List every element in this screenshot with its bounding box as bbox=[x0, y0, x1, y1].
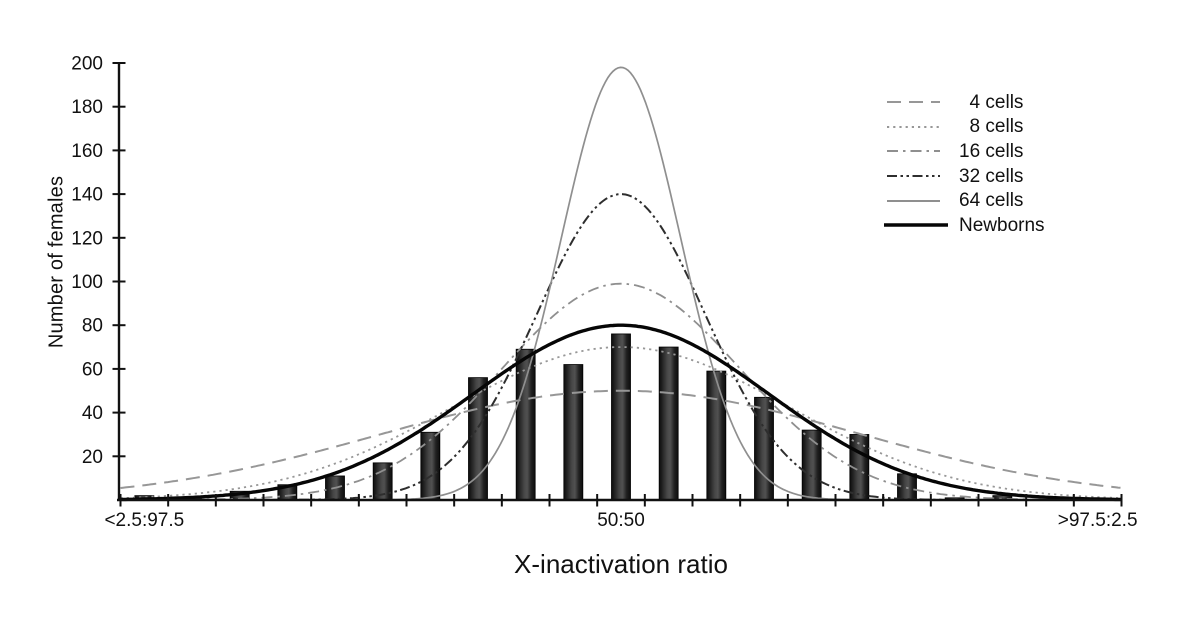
legend-line-sample bbox=[887, 101, 940, 104]
legend-line-sample bbox=[884, 223, 948, 228]
legend-item-4-cells: 4 cells bbox=[884, 90, 1045, 115]
y-tick-label: 40 bbox=[82, 403, 103, 424]
legend-label: 16 cells bbox=[959, 140, 1024, 162]
bar-30:70 bbox=[420, 431, 441, 501]
bar-50:50 bbox=[611, 333, 631, 501]
y-tick-label: 180 bbox=[71, 97, 103, 118]
bar-45:55 bbox=[563, 364, 584, 501]
legend-item-16-cells: 16 cells bbox=[884, 139, 1045, 164]
y-tick-label: 80 bbox=[82, 316, 103, 337]
curve-8-cells bbox=[120, 346, 1121, 499]
legend-item-64-cells: 64 cells bbox=[884, 188, 1045, 213]
legend-item-32-cells: 32 cells bbox=[884, 164, 1045, 189]
legend-label: 4 cells bbox=[959, 91, 1024, 113]
legend-line-sample bbox=[887, 175, 940, 178]
legend-line-sample bbox=[887, 125, 940, 128]
y-tick-label: 140 bbox=[71, 185, 103, 206]
bar-40:60 bbox=[515, 348, 536, 501]
legend-label: 32 cells bbox=[959, 165, 1024, 187]
legend-item-8-cells: 8 cells bbox=[884, 115, 1045, 140]
legend-line-sample bbox=[887, 150, 940, 153]
bar-65:35 bbox=[754, 396, 774, 501]
legend: 4 cells 8 cells 16 cells 32 cells 64 cells N… bbox=[884, 90, 1045, 238]
curve-4-cells bbox=[120, 389, 1121, 489]
y-tick-label: 200 bbox=[71, 54, 103, 75]
bar-55:45 bbox=[658, 346, 679, 501]
curve-newborns bbox=[120, 323, 1121, 502]
curve-16-cells bbox=[120, 282, 1121, 501]
y-tick-label: 120 bbox=[71, 228, 103, 249]
legend-label: 8 cells bbox=[959, 116, 1024, 138]
x-tick-label: <2.5:97.5 bbox=[104, 510, 184, 531]
bar-60:40 bbox=[706, 370, 727, 501]
y-tick-label: 160 bbox=[71, 141, 103, 162]
x-tick-label: 50:50 bbox=[597, 510, 645, 531]
y-tick-label: 60 bbox=[82, 359, 103, 380]
legend-line-sample bbox=[887, 199, 940, 202]
legend-item-newborns: Newborns bbox=[884, 213, 1045, 238]
legend-label: Newborns bbox=[959, 214, 1045, 236]
x-axis-title: X-inactivation ratio bbox=[514, 549, 728, 579]
y-axis-title-text: Number of females bbox=[45, 175, 68, 349]
y-tick-label: 100 bbox=[71, 272, 103, 293]
x-tick-label: >97.5:2.5 bbox=[1058, 510, 1138, 531]
y-tick-label: 20 bbox=[82, 447, 103, 468]
legend-label: 64 cells bbox=[959, 190, 1024, 212]
